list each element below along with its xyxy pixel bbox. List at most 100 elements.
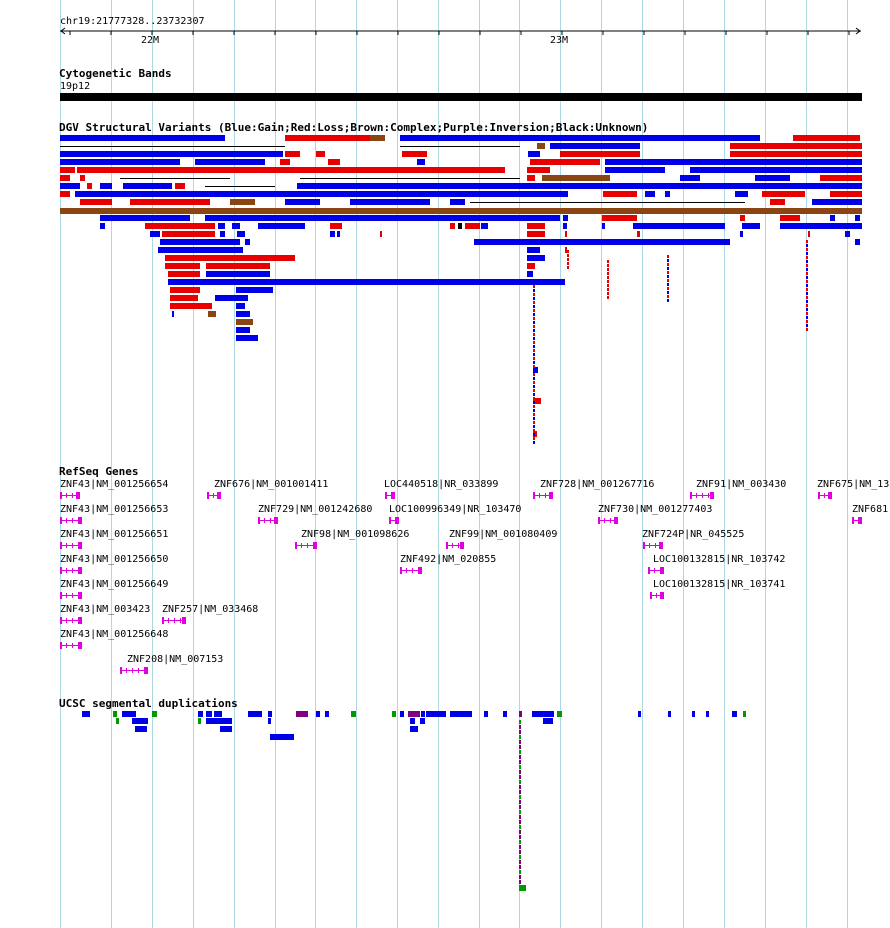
segdup-feature[interactable] [692,711,695,717]
segdup-feature[interactable] [519,845,521,849]
segdup-feature[interactable] [296,711,308,717]
dgv-variant[interactable] [533,297,535,300]
segdup-feature[interactable] [410,718,415,724]
segdup-feature[interactable] [152,711,157,717]
gene-exon[interactable] [60,542,62,549]
segdup-feature[interactable] [732,711,737,717]
dgv-variant[interactable] [667,275,669,278]
dgv-variant[interactable] [60,191,70,197]
dgv-variant-line[interactable] [120,178,230,179]
dgv-variant[interactable] [206,271,270,277]
dgv-variant[interactable] [567,254,569,257]
dgv-variant[interactable] [245,239,250,245]
segdup-feature[interactable] [82,711,90,717]
dgv-variant[interactable] [205,215,560,221]
segdup-feature[interactable] [519,805,521,809]
dgv-variant[interactable] [806,304,808,307]
dgv-variant[interactable] [806,296,808,299]
dgv-variant[interactable] [806,292,808,295]
dgv-variant[interactable] [60,208,862,214]
gene-exon[interactable] [389,517,391,524]
segdup-feature[interactable] [519,760,521,764]
segdup-feature[interactable] [743,711,746,717]
dgv-variant[interactable] [542,175,610,181]
dgv-variant[interactable] [236,335,258,341]
dgv-variant[interactable] [236,319,253,325]
dgv-variant[interactable] [806,300,808,303]
gene-exon[interactable] [418,567,422,574]
dgv-variant[interactable] [603,191,637,197]
segdup-feature[interactable] [122,711,136,717]
dgv-variant[interactable] [533,365,535,368]
dgv-variant[interactable] [450,199,465,205]
gene-exon[interactable] [696,493,697,498]
dgv-variant[interactable] [806,248,808,251]
dgv-variant[interactable] [236,303,245,309]
dgv-variant[interactable] [806,284,808,287]
gene-exon[interactable] [138,668,139,673]
dgv-variant[interactable] [830,191,862,197]
gene-exon[interactable] [858,517,862,524]
segdup-feature[interactable] [268,711,272,717]
dgv-variant[interactable] [417,159,425,165]
segdup-feature[interactable] [519,720,521,724]
dgv-variant[interactable] [806,264,808,267]
dgv-variant[interactable] [607,296,609,299]
gene-exon[interactable] [539,493,540,498]
dgv-variant[interactable] [806,272,808,275]
segdup-feature[interactable] [135,726,147,732]
gene-exon[interactable] [643,542,645,549]
dgv-variant[interactable] [533,417,535,420]
segdup-feature[interactable] [519,745,521,749]
dgv-variant[interactable] [550,143,640,149]
segdup-feature[interactable] [132,718,148,724]
dgv-variant[interactable] [820,175,862,181]
segdup-feature[interactable] [214,711,222,717]
segdup-feature[interactable] [519,780,521,784]
dgv-variant[interactable] [605,167,665,173]
dgv-variant[interactable] [175,183,185,189]
segdup-feature[interactable] [503,711,507,717]
gene-exon[interactable] [656,593,657,598]
segdup-feature[interactable] [519,770,521,774]
gene-exon[interactable] [78,617,82,624]
dgv-variant[interactable] [60,159,180,165]
dgv-variant[interactable] [667,283,669,286]
segdup-feature[interactable] [519,795,521,799]
dgv-variant[interactable] [208,311,216,317]
dgv-variant[interactable] [607,276,609,279]
dgv-variant[interactable] [60,183,80,189]
dgv-variant[interactable] [607,260,609,263]
dgv-variant-line[interactable] [470,202,745,203]
gene-exon[interactable] [60,492,62,499]
dgv-variant[interactable] [730,143,862,149]
dgv-variant[interactable] [533,301,535,304]
gene-glyph[interactable] [389,520,399,521]
gene-exon[interactable] [174,618,175,623]
dgv-variant[interactable] [100,183,112,189]
segdup-feature[interactable] [519,850,521,854]
dgv-variant[interactable] [667,287,669,290]
dgv-variant[interactable] [533,441,535,444]
gene-exon[interactable] [60,592,62,599]
dgv-variant[interactable] [806,316,808,319]
gene-exon[interactable] [120,667,122,674]
gene-exon[interactable] [391,492,395,499]
dgv-variant[interactable] [481,223,488,229]
dgv-variant[interactable] [812,199,862,205]
dgv-variant[interactable] [567,250,569,253]
gene-exon[interactable] [72,643,73,648]
dgv-variant[interactable] [328,159,340,165]
dgv-variant[interactable] [533,293,535,296]
segdup-feature[interactable] [519,790,521,794]
segdup-feature[interactable] [519,815,521,819]
dgv-variant[interactable] [220,231,225,237]
segdup-feature[interactable] [519,835,521,839]
dgv-variant[interactable] [236,287,273,293]
dgv-variant[interactable] [60,175,70,181]
segdup-feature[interactable] [706,711,709,717]
dgv-variant[interactable] [145,223,215,229]
gene-exon[interactable] [395,517,399,524]
dgv-variant[interactable] [172,311,174,317]
gene-exon[interactable] [614,517,618,524]
